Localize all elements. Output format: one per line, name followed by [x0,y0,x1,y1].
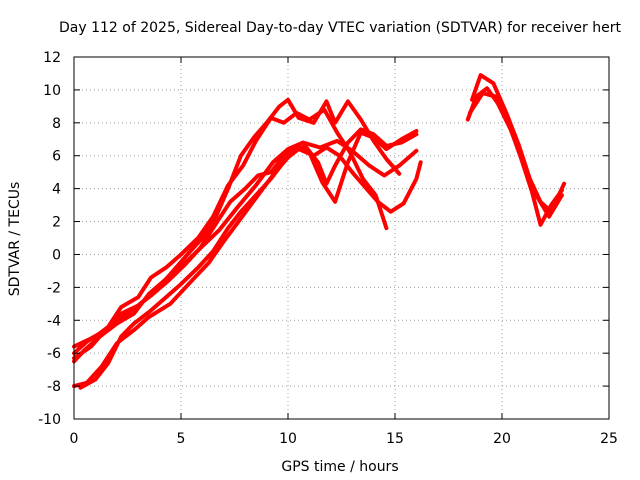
chart-title: Day 112 of 2025, Sidereal Day-to-day VTE… [59,20,621,36]
series-track-1 [72,138,419,364]
y-tick-label: 12 [43,50,61,66]
series-layer [72,73,567,390]
tick-layer: 0 5 10 15 20 25 -10 -8 -6 -4 -2 0 2 4 6 8 10 12 [38,50,618,447]
y-axis-label: SDTVAR / TECUs [7,182,23,297]
y-tick-label: 0 [52,247,61,263]
series-track-4 [72,107,389,361]
x-tick-label: 15 [386,431,404,447]
y-tick-label: -8 [47,379,61,395]
y-tick-label: 8 [52,116,61,132]
x-tick-label: 10 [279,431,297,447]
y-tick-label: -10 [38,412,61,428]
y-tick-label: -6 [47,346,61,362]
y-tick-label: 2 [52,215,61,231]
x-axis-label: GPS time / hours [281,459,398,475]
y-tick-label: 10 [43,83,61,99]
x-tick-label: 25 [600,431,618,447]
x-tick-label: 5 [177,431,186,447]
x-tick-label: 0 [70,431,79,447]
y-tick-label: 4 [52,182,61,198]
y-tick-label: 6 [52,149,61,165]
series-track-6 [78,145,423,390]
x-tick-label: 20 [493,431,511,447]
plot-frame [73,56,610,420]
y-tick-label: -2 [47,280,61,296]
series-track-2 [72,127,419,389]
series-track-7 [465,86,564,219]
y-tick-label: -4 [47,313,61,329]
series-track-9 [467,91,564,227]
series-track-5 [72,129,419,356]
